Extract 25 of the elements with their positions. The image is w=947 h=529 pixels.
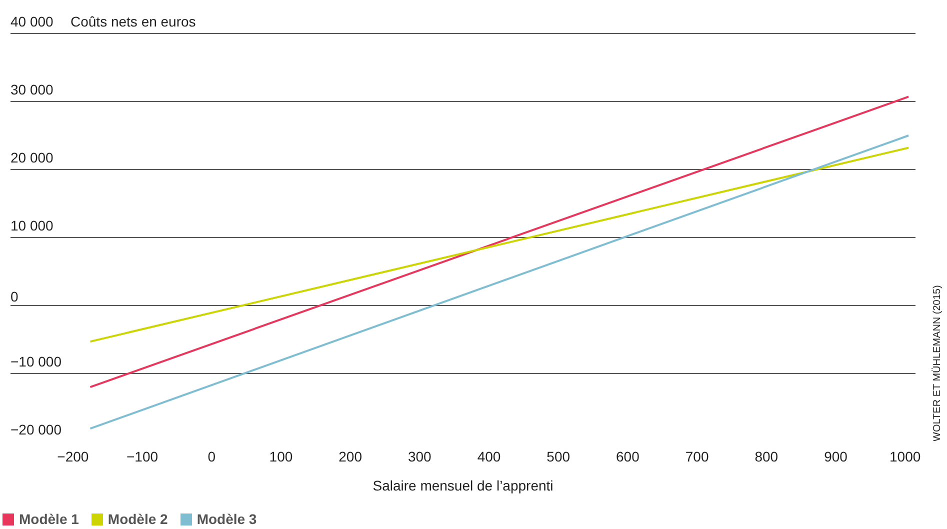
legend-label: Modèle 2 [108,511,168,527]
x-tick-label: 300 [408,448,432,464]
x-tick-label: 900 [824,448,848,464]
y-tick-label: 0 [10,288,18,304]
y-axis-title: Coûts nets en euros [70,14,196,30]
legend-label: Modèle 1 [19,511,79,527]
legend-label: Modèle 3 [196,511,257,527]
x-tick-label: 600 [616,448,640,464]
x-tick-label: 500 [546,448,570,464]
y-tick-label: 40 000 [10,14,54,30]
y-tick-label: 20 000 [10,150,54,166]
y-tick-label: −20 000 [10,422,62,438]
y-tick-label: 30 000 [10,82,54,98]
y-tick-label: −10 000 [10,354,62,370]
x-tick-label: 100 [269,448,293,464]
x-tick-label: 200 [338,448,362,464]
x-axis-title: Salaire mensuel de l’apprenti [372,478,554,494]
x-tick-label: 0 [208,448,216,464]
x-tick-label: 400 [477,448,501,464]
x-tick-label: 700 [685,448,709,464]
x-tick-label: 800 [754,448,778,464]
y-tick-label: 10 000 [10,218,54,234]
x-tick-label: −100 [126,448,158,464]
x-tick-label: 1000 [890,448,921,464]
x-tick-label: −200 [57,448,89,464]
